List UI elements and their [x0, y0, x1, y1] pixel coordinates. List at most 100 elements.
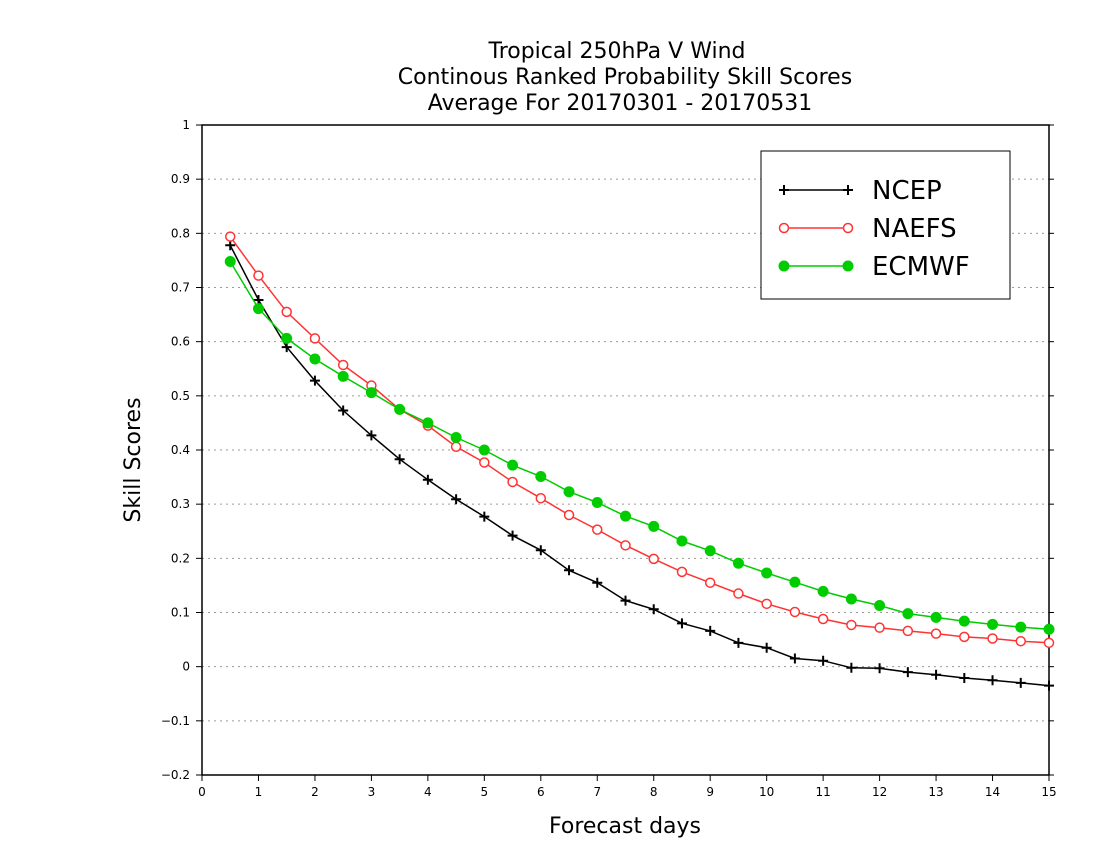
x-axis-label: Forecast days: [549, 814, 701, 839]
y-tick-label: 0.6: [171, 335, 190, 349]
data-point-ecmwf: [337, 370, 349, 382]
data-point-naefs: [987, 633, 998, 644]
legend-box: [760, 150, 1011, 300]
legend: NCEP NAEFS ECMWF: [760, 150, 1011, 300]
series-line-ncep: [229, 244, 1050, 687]
data-point-ncep: [789, 653, 800, 664]
data-point-naefs: [817, 613, 829, 625]
data-point-ncep: [648, 604, 659, 615]
data-point-naefs: [535, 492, 547, 504]
data-point-naefs: [309, 333, 321, 344]
x-tick-label: 14: [985, 785, 1000, 799]
data-point-naefs: [1015, 635, 1027, 647]
data-point-ecmwf: [450, 432, 462, 444]
data-point-ecmwf: [365, 387, 377, 399]
data-point-ncep: [902, 667, 913, 678]
data-point-ecmwf: [309, 353, 321, 365]
data-point-naefs: [789, 606, 801, 618]
data-point-naefs: [620, 540, 631, 551]
data-point-ncep: [366, 430, 377, 441]
chart-title-line-1: Tropical 250hPa V Wind: [487, 39, 745, 64]
legend-label-ncep: NCEP: [872, 176, 942, 206]
data-point-ncep: [507, 530, 518, 541]
y-tick-label: 1: [182, 118, 190, 132]
data-point-ecmwf: [591, 497, 603, 509]
data-point-ncep: [818, 655, 829, 666]
chart-title-line-3: Average For 20170301 - 20170531: [428, 91, 813, 116]
data-point-ecmwf: [874, 599, 886, 611]
y-tick-label: −0.2: [161, 768, 190, 782]
data-point-naefs: [1043, 637, 1055, 649]
data-point-ecmwf: [789, 576, 801, 588]
data-point-naefs: [224, 231, 236, 242]
data-point-ncep: [422, 474, 433, 485]
x-tick-label: 3: [368, 785, 376, 799]
series-group: [224, 231, 1055, 691]
data-point-ncep: [1015, 677, 1026, 688]
data-point-ncep: [451, 494, 462, 505]
legend-label-ecmwf: ECMWF: [872, 252, 970, 282]
y-tick-label: 0.2: [171, 551, 190, 565]
legend-marker-ncep: [779, 185, 789, 195]
x-tick-label: 5: [481, 785, 489, 799]
y-tick-label: 0.1: [171, 606, 190, 620]
data-point-naefs: [704, 577, 716, 588]
data-point-ncep: [338, 405, 349, 416]
y-tick-label: 0.8: [171, 226, 190, 240]
data-point-ncep: [479, 511, 490, 522]
data-point-ecmwf: [761, 567, 773, 579]
data-point-ecmwf: [648, 520, 660, 532]
data-point-ecmwf: [1043, 623, 1055, 635]
data-point-ecmwf: [620, 510, 631, 522]
data-point-ncep: [225, 240, 236, 251]
x-tick-label: 8: [650, 785, 658, 799]
data-point-ncep: [987, 675, 998, 686]
y-tick-label: −0.1: [161, 714, 190, 728]
y-tick-label: 0.3: [171, 497, 190, 511]
x-tick-label: 2: [311, 785, 319, 799]
data-point-ncep: [959, 673, 970, 684]
data-point-ncep: [620, 595, 631, 606]
data-point-ncep: [931, 669, 942, 680]
data-point-naefs: [902, 625, 914, 637]
data-point-ecmwf: [817, 585, 829, 597]
series-ecmwf: [224, 256, 1055, 635]
data-point-ecmwf: [281, 332, 293, 344]
data-point-ecmwf: [732, 557, 744, 569]
x-tick-label: 0: [198, 785, 206, 799]
x-tick-label: 6: [537, 785, 545, 799]
legend-marker-ecmwf: [778, 260, 790, 272]
legend-items: NCEP NAEFS ECMWF: [778, 176, 970, 282]
data-point-ecmwf: [958, 615, 970, 627]
series-naefs: [224, 231, 1055, 649]
data-point-ncep: [761, 642, 772, 653]
legend-marker-ncep: [843, 185, 853, 195]
y-tick-label: 0.9: [171, 172, 190, 186]
data-point-ecmwf: [252, 303, 264, 315]
chart-title-line-2: Continous Ranked Probability Skill Score…: [398, 65, 852, 90]
data-point-ncep: [592, 577, 603, 588]
y-tick-label: 0: [182, 660, 190, 674]
data-point-ecmwf: [224, 256, 236, 267]
data-point-naefs: [761, 598, 772, 610]
data-point-ncep: [846, 662, 857, 673]
legend-marker-ecmwf: [842, 260, 854, 272]
legend-label-naefs: NAEFS: [872, 214, 957, 244]
data-point-ncep: [676, 618, 687, 629]
data-point-naefs: [648, 553, 659, 565]
data-point-ecmwf: [535, 471, 547, 483]
data-point-ecmwf: [704, 545, 716, 557]
axes: −0.2−0.100.10.20.30.40.50.60.70.80.910 1 2…: [161, 118, 1057, 799]
data-point-naefs: [959, 631, 970, 643]
x-tick-label: 7: [593, 785, 601, 799]
data-point-naefs: [733, 588, 744, 599]
legend-marker-naefs: [842, 222, 854, 234]
data-point-naefs: [676, 566, 688, 578]
x-tick-label: 1: [255, 785, 263, 799]
x-tick-label: 12: [872, 785, 887, 799]
x-tick-label: 15: [1041, 785, 1056, 799]
data-point-ecmwf: [1015, 621, 1027, 633]
data-point-ncep: [535, 545, 546, 556]
legend-marker-naefs: [778, 222, 790, 234]
